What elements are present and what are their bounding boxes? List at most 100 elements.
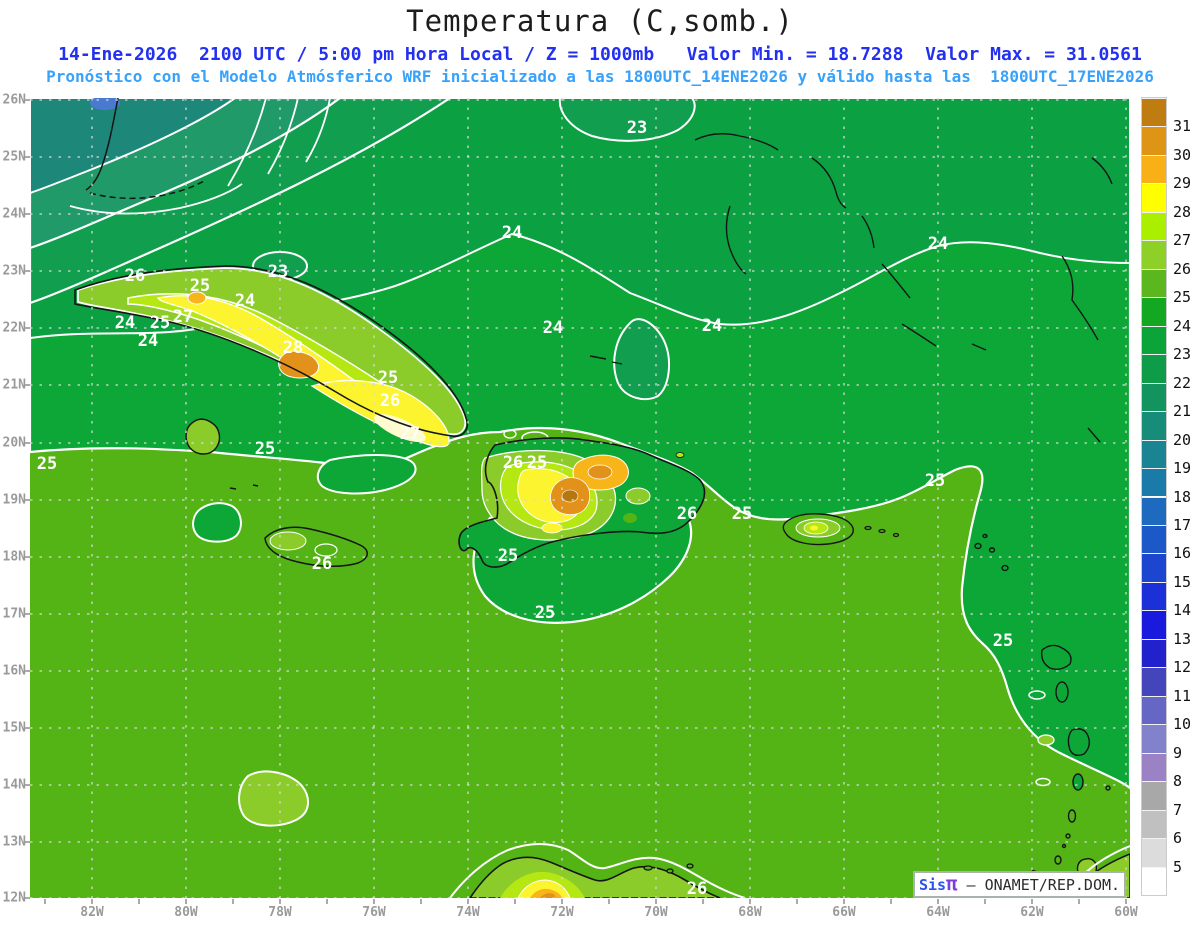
contour-label: 24 <box>138 331 158 351</box>
watermark: Sis π — ONAMET/REP.DOM. <box>913 871 1126 898</box>
lon-axis-tick <box>91 899 93 904</box>
colorbar-value-label: 10 <box>1173 715 1192 734</box>
lat-axis-label: 12N <box>2 890 26 906</box>
lesser-antilles <box>974 533 1111 865</box>
colorbar-value-label: 8 <box>1173 772 1183 791</box>
lat-axis-tick <box>25 499 30 501</box>
contour-label: 24 <box>702 316 722 336</box>
contour-label: 26 <box>312 554 332 574</box>
colorbar-segment <box>1142 354 1166 383</box>
lon-axis-tick <box>655 899 657 904</box>
colorbar-value-label: 29 <box>1173 174 1192 193</box>
lat-axis-tick <box>25 442 30 444</box>
lon-axis-tick <box>937 899 939 904</box>
colorbar-segment <box>1142 183 1166 212</box>
lat-axis-tick <box>25 556 30 558</box>
contour-label: 26 <box>687 879 707 898</box>
colorbar-segment <box>1142 866 1166 895</box>
colorbar-segment <box>1142 638 1166 668</box>
colorbar-segment <box>1142 268 1166 298</box>
jamaica-coastline <box>264 526 368 567</box>
contour-fan-lines <box>69 98 331 215</box>
contour-label: 27 <box>173 307 193 327</box>
lon-axis-tick <box>796 899 798 904</box>
chart-title: Temperatura (C,somb.) <box>406 4 794 38</box>
contour-label: 26 <box>125 266 145 286</box>
colorbar-value-label: 17 <box>1173 515 1192 534</box>
colorbar-segment <box>1142 439 1166 469</box>
colorbar-value-label: 5 <box>1173 857 1183 876</box>
cool-pocket-scuba-1 <box>316 454 417 495</box>
contour-label: 26 <box>380 391 400 411</box>
colorbar-segment <box>1142 297 1166 326</box>
colorbar-value-label: 31 <box>1173 117 1192 136</box>
colorbar-value-label: 13 <box>1173 629 1192 648</box>
lon-axis-label: 72W <box>550 905 574 920</box>
hispaniola-east-green <box>623 513 637 523</box>
lon-axis-tick <box>1125 899 1127 904</box>
watermark-org: — ONAMET/REP.DOM. <box>957 875 1121 894</box>
contour-label: 26 <box>503 453 523 473</box>
colorbar-segment <box>1142 154 1166 184</box>
lat-axis-label: 13N <box>2 834 26 850</box>
colorbar-value-label: 26 <box>1173 259 1192 278</box>
lon-axis-label: 76W <box>362 905 386 920</box>
colorbar-value-label: 23 <box>1173 345 1192 364</box>
lat-axis-label: 17N <box>2 606 26 622</box>
lat-axis-tick <box>25 327 30 329</box>
lon-axis-tick <box>138 899 140 904</box>
colorbar-segment <box>1142 809 1166 839</box>
colorbar-value-label: 24 <box>1173 316 1192 335</box>
colorbar-value-label: 15 <box>1173 572 1192 591</box>
lon-axis-tick <box>420 899 422 904</box>
contour-label: 24 <box>543 318 563 338</box>
colorbar-segment <box>1142 468 1166 497</box>
lon-axis-label: 60W <box>1114 905 1138 920</box>
lon-axis-tick <box>561 899 563 904</box>
colorbar-value-label: 22 <box>1173 373 1192 392</box>
virgin-islands <box>864 525 900 538</box>
lon-axis-tick <box>185 899 187 904</box>
contour-label: 25 <box>190 276 210 296</box>
hispaniola-south-yellow <box>541 522 563 534</box>
lat-axis-tick <box>25 384 30 386</box>
puertorico-yellow <box>810 525 818 531</box>
lon-axis-tick <box>608 899 610 904</box>
colorbar-segment <box>1142 610 1166 639</box>
lon-axis-tick <box>702 899 704 904</box>
colorbar-segment <box>1142 240 1166 269</box>
hispaniola-coastline <box>458 437 706 568</box>
colorbar-segment <box>1142 695 1166 725</box>
antilles-white-rings <box>1028 690 1051 787</box>
southamerica-offshore-contour <box>449 843 746 898</box>
lon-axis-tick <box>279 899 281 904</box>
colorbar-segment <box>1142 752 1166 782</box>
colorbar-value-label: 19 <box>1173 459 1192 478</box>
isla-juventud <box>185 418 221 455</box>
lon-axis-tick <box>984 899 986 904</box>
colorbar-segment <box>1142 126 1166 155</box>
hispaniola-hotspot-w-core <box>561 489 579 503</box>
contour-label: 23 <box>268 262 288 282</box>
colorbar-value-label: 28 <box>1173 202 1192 221</box>
lon-axis-tick <box>373 899 375 904</box>
colorbar-segment <box>1142 724 1166 753</box>
grid-lines <box>30 98 1130 898</box>
lat-axis-label: 20N <box>2 435 26 451</box>
lon-axis-label: 80W <box>174 905 198 920</box>
cuba-hotspot-mid <box>278 350 320 379</box>
hispaniola-east-lg <box>625 487 651 505</box>
contour-label: 25 <box>150 313 170 333</box>
lat-axis-label: 23N <box>2 263 26 279</box>
lat-axis-label: 21N <box>2 377 26 393</box>
colorbar-segment <box>1142 211 1166 241</box>
lat-axis-tick <box>25 213 30 215</box>
colorbar-value-label: 20 <box>1173 430 1192 449</box>
lat-axis-tick <box>25 99 30 101</box>
lat-axis-tick <box>25 784 30 786</box>
colorbar-value-label: 25 <box>1173 288 1192 307</box>
lon-axis-label: 74W <box>456 905 480 920</box>
cool-pocket-scuba-2 <box>192 502 242 543</box>
watermark-pi-logo: π <box>946 873 958 895</box>
